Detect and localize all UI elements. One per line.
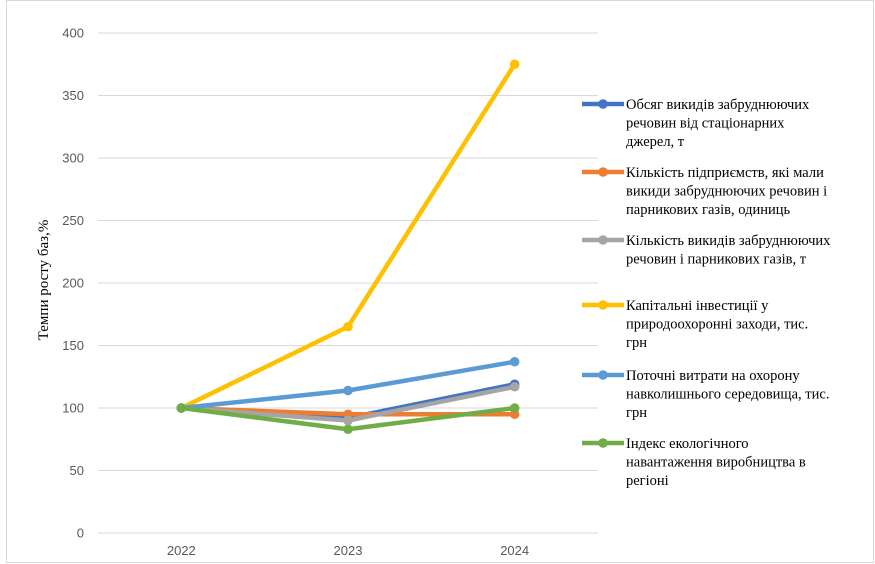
y-tick-label: 400 bbox=[62, 26, 84, 41]
legend-label: парникових газів, одиниць bbox=[626, 202, 790, 218]
legend-label: грн bbox=[626, 405, 647, 421]
x-tick-label: 2023 bbox=[334, 543, 363, 558]
legend-label: Кількість викидів забруднюючих bbox=[626, 233, 831, 249]
data-point bbox=[510, 357, 520, 367]
legend-label: викиди забруднюючих речовин і bbox=[626, 184, 827, 200]
y-tick-label: 100 bbox=[62, 401, 84, 416]
legend-marker bbox=[598, 438, 608, 448]
y-tick-label: 200 bbox=[62, 276, 84, 291]
legend-label: Індекс екологічного bbox=[626, 436, 749, 452]
legend-marker bbox=[598, 167, 608, 177]
data-point bbox=[343, 322, 353, 332]
legend-label: Поточні витрати на охорону bbox=[626, 368, 800, 384]
data-point bbox=[510, 59, 520, 69]
data-point bbox=[343, 424, 353, 434]
y-tick-label: 350 bbox=[62, 88, 84, 103]
legend-marker bbox=[598, 235, 608, 245]
data-point bbox=[343, 416, 353, 426]
data-point bbox=[177, 403, 187, 413]
data-point bbox=[510, 403, 520, 413]
y-tick-label: 250 bbox=[62, 213, 84, 228]
legend-label: речовин від стаціонарних bbox=[626, 116, 785, 132]
legend-label: навантаження виробництва в bbox=[626, 455, 806, 471]
legend-marker bbox=[598, 99, 608, 109]
y-tick-label: 150 bbox=[62, 338, 84, 353]
y-tick-label: 0 bbox=[77, 526, 84, 541]
legend-label: Обсяг викидів забруднюючих bbox=[626, 97, 810, 113]
chart-border bbox=[7, 1, 874, 563]
legend-label: речовин і парникових газів, т bbox=[626, 252, 807, 268]
legend-label: природоохоронні заходи, тис. bbox=[626, 317, 808, 333]
y-axis-label: Темпи росту баз,% bbox=[36, 220, 52, 341]
y-tick-label: 50 bbox=[70, 463, 84, 478]
x-tick-label: 2024 bbox=[500, 543, 529, 558]
legend-marker bbox=[598, 370, 608, 380]
legend-label: Кількість підприємств, які мали bbox=[626, 165, 824, 181]
legend-marker bbox=[598, 300, 608, 310]
y-tick-label: 300 bbox=[62, 151, 84, 166]
data-point bbox=[343, 386, 353, 396]
legend-label: джерел, т bbox=[626, 134, 685, 150]
legend-label: регіоні bbox=[626, 473, 669, 489]
data-point bbox=[510, 382, 520, 392]
legend-label: навколишнього середовища, тис. bbox=[626, 387, 829, 403]
legend-label: Капітальні інвестиції у bbox=[626, 298, 769, 314]
legend-label: грн bbox=[626, 335, 647, 351]
x-tick-label: 2022 bbox=[167, 543, 196, 558]
